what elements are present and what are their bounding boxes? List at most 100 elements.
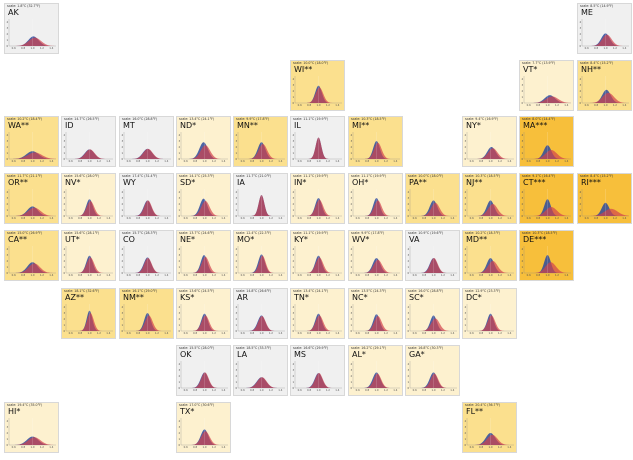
x-tick-label: 1.4 [278, 273, 282, 277]
x-tick-label: 1.2 [97, 216, 101, 220]
y-tick-label: 4 [179, 133, 181, 137]
y-tick-label: 4 [122, 247, 124, 251]
y-tick-label: 4 [351, 133, 353, 137]
y-tick-label: 3 [351, 253, 353, 257]
y-tick-label: 4 [465, 247, 467, 251]
scale-label: scale: 10.0°C (18.0°F) [408, 174, 444, 178]
x-tick-label: 0.6 [356, 388, 360, 392]
x-tick-label: 1.0 [603, 103, 607, 107]
x-tick-label: 0.6 [127, 273, 131, 277]
y-tick-label: 0 [179, 329, 181, 333]
state-tile-or: 0 1 2 3 4 0.6 0.8 1.0 1.2 1.4 scale: 11.7°C (21.1°… [4, 173, 59, 224]
y-tick-label: 3 [122, 311, 124, 315]
y-tick-label: 2 [465, 145, 467, 149]
y-tick-label: 2 [522, 89, 524, 93]
scale-label: scale: 14.8°C (26.6°F) [236, 289, 272, 293]
x-tick-label: 1.4 [450, 216, 454, 220]
y-tick-label: 3 [122, 139, 124, 143]
y-tick-label: 1 [236, 323, 238, 327]
state-abbr-label: NJ** [466, 178, 483, 187]
y-tick-label: 0 [580, 44, 582, 48]
x-tick-label: 1.4 [564, 273, 568, 277]
y-tick-label: 1 [122, 323, 124, 327]
x-tick-label: 1.0 [87, 273, 91, 277]
y-tick-label: 2 [522, 202, 524, 206]
y-tick-label: 0 [465, 157, 467, 161]
y-tick-label: 1 [293, 95, 295, 99]
density-plot: 0 1 2 3 4 0.6 0.8 1.0 1.2 1.4 [580, 76, 629, 107]
y-tick-label: 3 [351, 196, 353, 200]
y-tick-label: 1 [408, 380, 410, 384]
y-tick-label: 2 [179, 202, 181, 206]
state-tile-hi: 0 1 2 3 4 0.6 0.8 1.0 1.2 1.4 scale: 19.4°C (35.0°… [4, 402, 59, 453]
y-tick-label: 2 [7, 32, 9, 36]
state-tile-ga: 0 1 2 3 4 0.6 0.8 1.0 1.2 1.4 scale: 16.8°C (30.3°… [405, 345, 460, 396]
x-tick-label: 1.4 [450, 331, 454, 335]
density-plot: 0 1 2 3 4 0.6 0.8 1.0 1.2 1.4 [236, 304, 285, 335]
y-tick-label: 2 [293, 259, 295, 263]
x-tick-label: 0.8 [250, 388, 254, 392]
y-tick-label: 2 [580, 202, 582, 206]
state-abbr-label: AZ** [65, 293, 84, 302]
state-abbr-label: VA [409, 235, 420, 244]
x-tick-label: 1.4 [564, 103, 568, 107]
x-tick-label: 1.2 [441, 331, 445, 335]
y-tick-label: 4 [179, 419, 181, 423]
x-tick-label: 1.0 [488, 159, 492, 163]
scale-label: scale: 8.0°C (14.4°F) [522, 117, 556, 121]
x-tick-label: 1.2 [326, 388, 330, 392]
y-tick-label: 2 [64, 145, 66, 149]
x-tick-label: 1.4 [393, 331, 397, 335]
x-tick-label: 0.8 [193, 159, 197, 163]
x-tick-label: 1.0 [30, 216, 34, 220]
y-tick-label: 4 [351, 362, 353, 366]
state-abbr-label: OH* [352, 178, 369, 187]
x-tick-label: 0.8 [479, 273, 483, 277]
scale-label: scale: 13.4°C (24.1°F) [179, 117, 215, 121]
x-tick-label: 0.6 [356, 216, 360, 220]
x-tick-label: 1.4 [450, 388, 454, 392]
x-tick-label: 1.4 [622, 216, 626, 220]
scale-label: scale: 13.7°C (24.6°F) [179, 231, 215, 235]
density-plot: 0 1 2 3 4 0.6 0.8 1.0 1.2 1.4 [580, 189, 629, 220]
state-tile-ne: 0 1 2 3 4 0.6 0.8 1.0 1.2 1.4 scale: 13.7°C (24.6°… [176, 230, 231, 281]
x-tick-label: 1.4 [164, 216, 168, 220]
x-tick-label: 1.0 [488, 445, 492, 449]
x-tick-label: 1.0 [374, 273, 378, 277]
state-tile-vt: 0 1 2 3 4 0.6 0.8 1.0 1.2 1.4 scale: 7.7°C (13.9°F… [519, 60, 574, 111]
y-tick-label: 4 [293, 77, 295, 81]
x-tick-label: 1.4 [564, 216, 568, 220]
x-tick-label: 1.4 [106, 331, 110, 335]
scale-label: scale: 13.6°C (24.5°F) [179, 289, 215, 293]
x-tick-label: 0.6 [527, 103, 531, 107]
x-tick-label: 1.4 [221, 445, 225, 449]
state-tile-ky: 0 1 2 3 4 0.6 0.8 1.0 1.2 1.4 scale: 11.1°C (19.9°… [290, 230, 345, 281]
y-tick-label: 3 [293, 139, 295, 143]
x-tick-label: 0.6 [527, 216, 531, 220]
density-plot: 0 1 2 3 4 0.6 0.8 1.0 1.2 1.4 [64, 189, 113, 220]
x-tick-label: 1.0 [545, 216, 549, 220]
y-tick-label: 2 [293, 202, 295, 206]
x-tick-label: 0.6 [184, 216, 188, 220]
state-abbr-label: CT*** [523, 178, 546, 187]
y-tick-label: 0 [408, 329, 410, 333]
y-tick-label: 1 [580, 38, 582, 42]
x-tick-label: 0.8 [307, 273, 311, 277]
state-abbr-label: AL* [352, 350, 366, 359]
x-tick-label: 1.2 [384, 388, 388, 392]
y-tick-label: 1 [64, 208, 66, 212]
x-tick-label: 1.0 [316, 273, 320, 277]
density-plot: 0 1 2 3 4 0.6 0.8 1.0 1.2 1.4 [522, 132, 571, 163]
x-tick-label: 0.6 [241, 159, 245, 163]
x-tick-label: 1.2 [212, 216, 216, 220]
density-plot: 0 1 2 3 4 0.6 0.8 1.0 1.2 1.4 [122, 189, 171, 220]
y-tick-label: 1 [7, 437, 9, 441]
x-tick-label: 1.2 [498, 331, 502, 335]
y-tick-label: 1 [465, 265, 467, 269]
y-tick-label: 4 [408, 190, 410, 194]
state-abbr-label: IL [294, 121, 301, 130]
state-abbr-label: NH** [581, 65, 601, 74]
state-tile-ut: 0 1 2 3 4 0.6 0.8 1.0 1.2 1.4 scale: 15.6°C (28.1°… [61, 230, 116, 281]
y-tick-label: 0 [465, 329, 467, 333]
state-tile-nc: 0 1 2 3 4 0.6 0.8 1.0 1.2 1.4 scale: 13.5°C (24.3°… [348, 288, 403, 339]
